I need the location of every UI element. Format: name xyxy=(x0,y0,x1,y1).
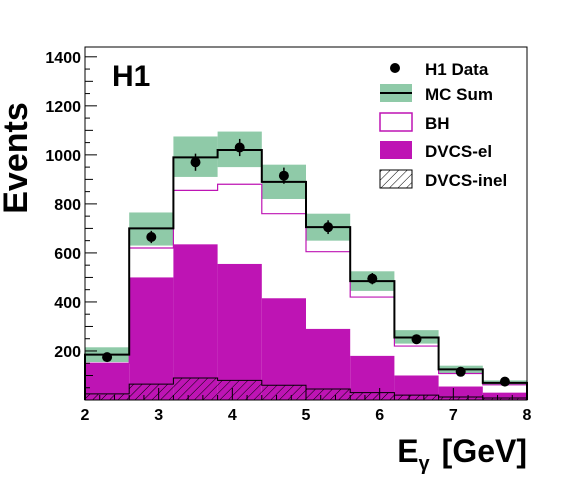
dvcs-inel-bar xyxy=(173,377,218,400)
data-point-marker xyxy=(102,352,113,363)
legend-item-dvcs-inel: DVCS-inel xyxy=(379,169,507,190)
data-point xyxy=(367,273,378,285)
data-point-marker xyxy=(367,273,378,284)
data-point xyxy=(499,376,510,387)
data-point xyxy=(234,138,245,157)
x-axis-label-main: E xyxy=(397,433,418,469)
y-tick-label: 1400 xyxy=(45,50,81,67)
data-point xyxy=(455,366,466,377)
y-axis-label: Events xyxy=(0,102,35,214)
dvcs-el-bar xyxy=(173,244,218,400)
dvcs-el-bar xyxy=(261,298,306,400)
data-point-marker xyxy=(455,366,466,377)
dvcs-inel-bar xyxy=(85,393,130,400)
x-tick-label: 8 xyxy=(523,407,532,424)
data-point xyxy=(278,167,289,184)
dvcs-inel-bar xyxy=(438,397,483,400)
x-tick-label: 2 xyxy=(81,407,90,424)
y-tick-label: 600 xyxy=(54,246,81,263)
dvcs-inel-bar xyxy=(217,380,262,400)
data-point xyxy=(146,230,157,244)
legend-marker-h1-data xyxy=(390,63,400,73)
dvcs-inel-bar xyxy=(394,395,439,400)
dvcs-inel-bar xyxy=(306,388,351,400)
x-tick-label: 4 xyxy=(228,407,237,424)
legend-label-mc-sum: MC Sum xyxy=(425,85,493,104)
x-axis-label: Eγ [GeV] xyxy=(397,433,527,475)
legend-item-mc-sum: MC Sum xyxy=(380,84,493,104)
data-point-marker xyxy=(278,170,289,181)
legend-item-bh: BH xyxy=(379,112,450,133)
data-point-marker xyxy=(499,376,510,387)
dvcs-el-histogram xyxy=(85,244,527,400)
data-point xyxy=(411,334,422,345)
legend-item-h1-data: H1 Data xyxy=(390,60,489,79)
axes: 2 3 4 5 6 7 8 200 400 600 800 1000 1200 1400 xyxy=(45,50,531,424)
legend-marker-dvcs-inel xyxy=(379,169,413,189)
data-point-marker xyxy=(411,334,422,345)
dvcs-inel-bar xyxy=(129,384,174,400)
data-point-marker xyxy=(190,157,201,168)
x-tick-label: 7 xyxy=(449,407,458,424)
dvcs-el-bar xyxy=(129,277,174,400)
legend-marker-bh xyxy=(379,112,413,132)
data-point xyxy=(190,153,201,171)
legend-label-dvcs-el: DVCS-el xyxy=(425,142,492,161)
y-tick-label: 1000 xyxy=(45,148,81,165)
h1-data-points xyxy=(102,138,510,387)
y-tick-label: 400 xyxy=(54,295,81,312)
y-tick-label: 800 xyxy=(54,197,81,214)
data-point-marker xyxy=(323,222,334,233)
y-tick-label: 1200 xyxy=(45,99,81,116)
y-tick-label: 200 xyxy=(54,344,81,361)
data-point xyxy=(102,352,113,363)
dvcs-inel-bar xyxy=(482,398,527,400)
dvcs-el-bar xyxy=(217,263,262,400)
x-tick-label: 3 xyxy=(154,407,163,424)
legend-item-dvcs-el: DVCS-el xyxy=(380,141,492,161)
legend-label-dvcs-inel: DVCS-inel xyxy=(425,171,507,190)
data-point xyxy=(323,220,334,235)
x-tick-label: 5 xyxy=(302,407,311,424)
experiment-label: H1 xyxy=(112,60,150,93)
x-tick-label: 6 xyxy=(375,407,384,424)
data-point-marker xyxy=(234,142,245,153)
legend: H1 Data MC Sum BH DVCS-el DVCS-inel xyxy=(379,60,507,190)
dvcs-el-bar xyxy=(306,328,351,400)
legend-marker-dvcs-el xyxy=(380,141,412,159)
x-axis-label-unit: [GeV] xyxy=(442,433,527,469)
dvcs-el-bar xyxy=(482,392,527,400)
dvcs-inel-bar xyxy=(261,385,306,400)
x-axis-label-subscript: γ xyxy=(419,453,431,475)
data-point-marker xyxy=(146,231,157,242)
legend-label-bh: BH xyxy=(425,114,450,133)
legend-label-h1-data: H1 Data xyxy=(425,60,489,79)
dvcs-inel-bar xyxy=(350,392,395,400)
